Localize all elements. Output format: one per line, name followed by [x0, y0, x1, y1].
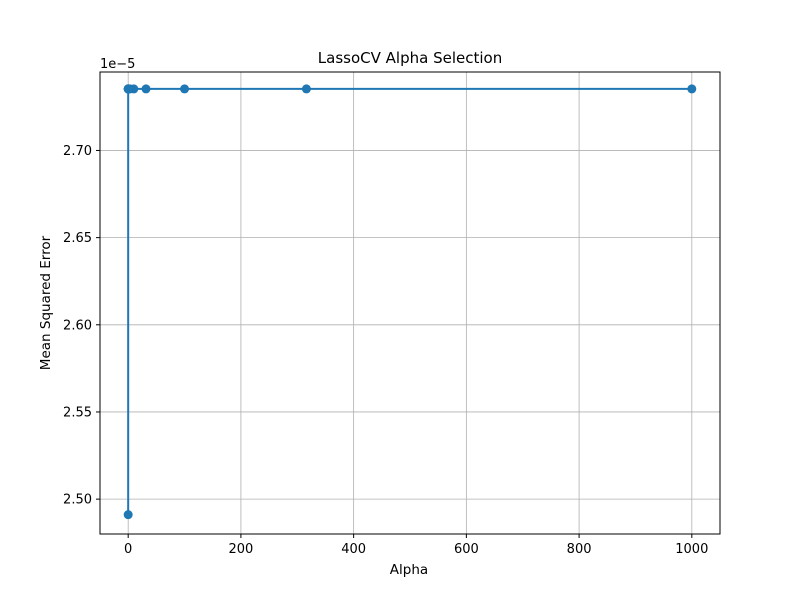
series-line [127, 87, 692, 515]
data-point [123, 510, 133, 520]
y-tick-label: 2.70 [63, 144, 92, 159]
x-tick-label: 400 [341, 542, 366, 557]
x-tick-label: 1000 [675, 542, 708, 557]
y-axis-label: Mean Squared Error [38, 235, 54, 370]
y-tick-label: 2.60 [63, 318, 92, 333]
x-tick-label: 0 [124, 542, 132, 557]
plot-frame [99, 71, 721, 535]
chart-title: LassoCV Alpha Selection [318, 49, 502, 67]
y-tick-label: 2.55 [63, 405, 92, 420]
y-axis-offset-label: 1e−5 [100, 57, 135, 72]
grid-lines [100, 72, 720, 534]
data-series [123, 84, 697, 520]
ticks: 0 200 400 600 800 1000 2.50 2.55 2.60 2.65 2.70 [63, 144, 708, 557]
data-point [180, 84, 190, 94]
y-tick-label: 2.50 [63, 493, 92, 508]
x-tick-label: 600 [454, 542, 479, 557]
data-point [301, 84, 311, 94]
data-point [123, 84, 133, 94]
x-tick-label: 200 [228, 542, 253, 557]
x-axis-label: Alpha [390, 562, 428, 578]
data-point [687, 84, 697, 94]
data-point [141, 84, 151, 94]
x-tick-label: 800 [567, 542, 592, 557]
y-tick-label: 2.65 [63, 231, 92, 246]
axes [99, 71, 721, 535]
